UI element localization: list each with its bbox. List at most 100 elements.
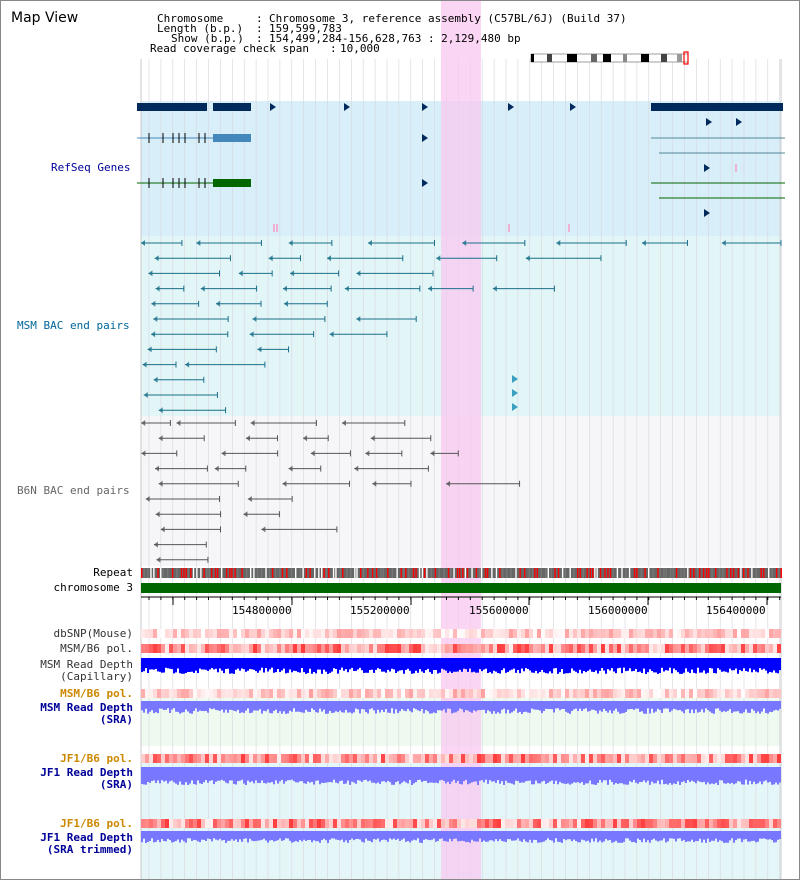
msm-sra-depth-bar xyxy=(277,701,279,714)
repeat-element xyxy=(443,568,445,578)
msm-capillary-depth-bar xyxy=(411,658,413,674)
msm-bac-end xyxy=(141,240,146,246)
jf1-b6-pol-trim-cell xyxy=(225,819,229,828)
msm-sra-depth-bar xyxy=(673,701,675,709)
jf1-b6-pol-trim-cell xyxy=(485,819,489,828)
msm-capillary-depth-bar xyxy=(389,658,391,672)
jf1-sra-depth-bar xyxy=(393,767,395,785)
msm-b6-pol-cell xyxy=(633,644,637,653)
jf1-sra-depth-bar xyxy=(273,767,275,785)
jf1-b6-pol-trim-cell xyxy=(537,819,541,828)
jf1-sra-depth-bar xyxy=(579,767,581,784)
msm-bac-end xyxy=(428,285,433,292)
msm-b6-pol-sra-cell xyxy=(717,689,721,698)
jf1-b6-pol-trim-cell xyxy=(693,819,697,828)
msm-sra-depth-bar xyxy=(557,701,559,709)
jf1-b6-pol-trim-cell xyxy=(601,819,605,828)
jf1-sra-depth-bar xyxy=(505,767,507,781)
jf1-sra-trimmed-depth-bar xyxy=(337,831,339,840)
jf1-b6-pol-cell xyxy=(473,754,477,763)
jf1-sra-trimmed-depth-bar xyxy=(711,831,713,841)
msm-sra-depth-bar xyxy=(209,701,211,709)
msm-sra-depth-bar xyxy=(495,701,497,714)
msm-sra-depth-bar xyxy=(459,701,461,709)
jf1-b6-pol-trim-cell xyxy=(685,819,689,828)
msm-capillary-depth-bar xyxy=(767,658,769,674)
repeat-element xyxy=(722,568,724,578)
msm-capillary-depth-bar xyxy=(193,658,195,673)
msm-b6-pol-sra-cell xyxy=(689,689,693,698)
repeat-element xyxy=(687,568,689,578)
repeat-element xyxy=(711,568,713,578)
jf1-sra-trimmed-depth-bar xyxy=(501,831,503,841)
msm-sra-depth-bar xyxy=(541,701,543,714)
repeat-element xyxy=(391,568,394,578)
jf1-sra-depth-bar xyxy=(195,767,197,785)
dbsnp-cell xyxy=(441,629,445,638)
jf1-sra-trimmed-depth-bar xyxy=(289,831,291,841)
msm-capillary-depth-bar xyxy=(511,658,513,670)
jf1-sra-depth-bar xyxy=(201,767,203,784)
msm-capillary-depth-bar xyxy=(355,658,357,671)
jf1-sra-depth-bar xyxy=(387,767,389,781)
msm-sra-depth-bar xyxy=(165,701,167,710)
msm-bac-end xyxy=(257,346,262,353)
jf1-sra-trimmed-depth-bar xyxy=(359,831,361,840)
jf1-sra-depth-bar xyxy=(575,767,577,783)
msm-b6-pol-sra-cell xyxy=(673,689,677,698)
msm-sra-depth-bar xyxy=(767,701,769,714)
msm-sra-depth-bar xyxy=(755,701,757,714)
jf1-sra-trimmed-depth-bar xyxy=(205,831,207,842)
track-label-refseq: RefSeq Genes xyxy=(51,161,131,174)
jf1-b6-pol-cell xyxy=(449,754,453,763)
msm-sra-depth-bar xyxy=(349,701,351,713)
jf1-sra-trimmed-depth-bar xyxy=(369,831,371,841)
msm-sra-depth-bar xyxy=(769,701,771,712)
jf1-b6-pol-trim-cell xyxy=(293,819,297,828)
msm-sra-depth-bar xyxy=(617,701,619,712)
jf1-sra-trimmed-depth-bar xyxy=(537,831,539,843)
msm-b6-pol-cell xyxy=(521,644,525,653)
jf1-sra-trimmed-depth-bar xyxy=(393,831,395,839)
msm-b6-pol-cell xyxy=(373,644,377,653)
msm-sra-depth-bar xyxy=(751,701,753,709)
jf1-b6-pol-trim-cell xyxy=(157,819,161,828)
msm-capillary-depth-bar xyxy=(401,658,403,671)
msm-b6-pol-cell xyxy=(621,644,625,653)
jf1-b6-pol-trim-cell xyxy=(449,819,453,828)
jf1-sra-depth-bar xyxy=(427,767,429,784)
jf1-sra-trimmed-depth-bar xyxy=(529,831,531,840)
jf1-b6-pol-trim-cell xyxy=(517,819,521,828)
jf1-sra-trimmed-depth-bar xyxy=(657,831,659,842)
msm-bac-end xyxy=(155,285,160,292)
msm-b6-pol-cell xyxy=(285,644,289,653)
repeat-element xyxy=(217,568,219,578)
msm-b6-pol-cell xyxy=(581,644,585,653)
repeat-element xyxy=(415,568,417,578)
repeat-element xyxy=(561,568,564,578)
jf1-b6-pol-trim-cell xyxy=(265,819,269,828)
dbsnp-cell xyxy=(437,629,441,638)
jf1-sra-depth-bar xyxy=(583,767,585,785)
msm-b6-pol-cell xyxy=(709,644,713,653)
repeat-element xyxy=(699,568,701,578)
jf1-b6-pol-cell xyxy=(485,754,489,763)
msm-sra-depth-bar xyxy=(445,701,447,713)
msm-capillary-depth-bar xyxy=(761,658,763,670)
repeat-element xyxy=(768,568,770,578)
msm-capillary-depth-bar xyxy=(331,658,333,672)
repeat-element xyxy=(342,568,344,578)
jf1-b6-pol-cell xyxy=(701,754,705,763)
msm-sra-depth-bar xyxy=(761,701,763,712)
msm-capillary-depth-bar xyxy=(417,658,419,673)
dbsnp-cell xyxy=(689,629,693,638)
msm-sra-depth-bar xyxy=(689,701,691,714)
msm-b6-pol-cell xyxy=(353,644,357,653)
jf1-b6-pol-trim-cell xyxy=(589,819,593,828)
jf1-b6-pol-trim-cell xyxy=(597,819,601,828)
jf1-sra-trimmed-depth-bar xyxy=(633,831,635,843)
jf1-sra-trimmed-depth-bar xyxy=(605,831,607,839)
msm-sra-depth-bar xyxy=(159,701,161,709)
jf1-sra-trimmed-depth-bar xyxy=(539,831,541,843)
dbsnp-cell xyxy=(505,629,509,638)
